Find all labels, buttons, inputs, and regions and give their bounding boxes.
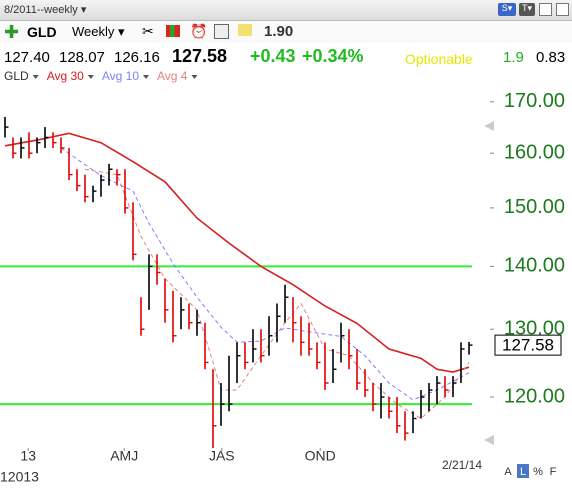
interval-selector[interactable]: Weekly ▾ xyxy=(72,24,125,39)
quote-bar: 127.40 128.07 126.16 127.58 +0.43 +0.34%… xyxy=(0,43,572,69)
scroll-arrow xyxy=(484,121,494,131)
t-button[interactable]: T▾ xyxy=(519,3,535,16)
moving-average xyxy=(60,147,470,401)
moving-average xyxy=(4,132,470,373)
quote-high: 128.07 xyxy=(59,49,105,66)
y-tick-label: 170.00 xyxy=(504,90,565,112)
y-tick-label: 160.00 xyxy=(504,141,565,163)
optionable: Optionable xyxy=(405,51,473,67)
legend-dropdown xyxy=(191,75,198,79)
note-icon[interactable] xyxy=(238,24,252,36)
legend-label: Avg 4 xyxy=(157,69,188,83)
x-tick-label: 13 xyxy=(20,448,36,464)
legend-dropdown xyxy=(87,75,94,79)
chart-icon[interactable] xyxy=(166,25,180,37)
quote-v2: 0.83 xyxy=(536,49,566,66)
s-button[interactable]: S▾ xyxy=(498,3,516,16)
max-button[interactable] xyxy=(556,3,569,16)
title-bar: 8/2011--weekly ▾ S▾ T▾ xyxy=(0,0,572,21)
footer-button[interactable]: A xyxy=(504,466,512,478)
toolbar: ✚ GLD Weekly ▾ ✂ ⏰ 1.90 xyxy=(0,21,572,43)
symbol[interactable]: GLD xyxy=(27,24,57,40)
y-tick-label: 150.00 xyxy=(504,196,565,218)
x-tick-label: JAS xyxy=(209,448,235,464)
toolbar-value: 1.90 xyxy=(264,23,294,40)
alarm-icon[interactable]: ⏰ xyxy=(190,23,208,39)
interval: Weekly xyxy=(72,24,115,39)
tool-icon[interactable]: ✂ xyxy=(142,23,154,39)
scroll-arrow xyxy=(484,435,494,445)
last-price-box xyxy=(494,334,562,356)
footer-button[interactable]: F xyxy=(550,466,557,478)
period: 8/2011--weekly xyxy=(4,4,78,16)
last-date: 2/21/14 xyxy=(442,458,482,472)
y-tick-label: 130.00 xyxy=(504,317,565,339)
last-price-label: 127.58 xyxy=(502,336,554,355)
legend-label: Avg 30 xyxy=(47,69,84,83)
legend-dropdown xyxy=(32,75,39,79)
quote-last: 127.58 xyxy=(172,46,228,66)
y-tick-label: 140.00 xyxy=(504,255,565,277)
add-button[interactable]: ✚ xyxy=(4,22,20,42)
quote-low: 126.16 xyxy=(114,49,160,66)
quote-v1: 1.9 xyxy=(503,49,524,66)
legend: GLD Avg 30 Avg 10 Avg 4 xyxy=(4,69,198,83)
legend-dropdown xyxy=(143,75,149,79)
footer-button[interactable]: % xyxy=(533,466,543,478)
x-tick-label: AMJ xyxy=(110,448,138,464)
grid-icon[interactable] xyxy=(214,24,229,39)
quote-change-pct: +0.34% xyxy=(302,46,364,66)
quote-open: 127.40 xyxy=(4,49,50,66)
moving-average xyxy=(84,168,470,420)
legend-label: Avg 10 xyxy=(102,69,139,83)
footer-button[interactable]: L xyxy=(520,466,526,478)
year-label: 12013 xyxy=(0,469,39,485)
x-tick-label: OND xyxy=(305,448,336,464)
period-selector[interactable]: 8/2011--weekly ▾ xyxy=(4,4,87,16)
restore-button[interactable] xyxy=(539,3,552,16)
quote-change: +0.43 xyxy=(250,46,296,66)
footer-highlight xyxy=(517,464,529,478)
legend-label: GLD xyxy=(4,69,29,83)
y-tick-label: 120.00 xyxy=(504,385,565,407)
